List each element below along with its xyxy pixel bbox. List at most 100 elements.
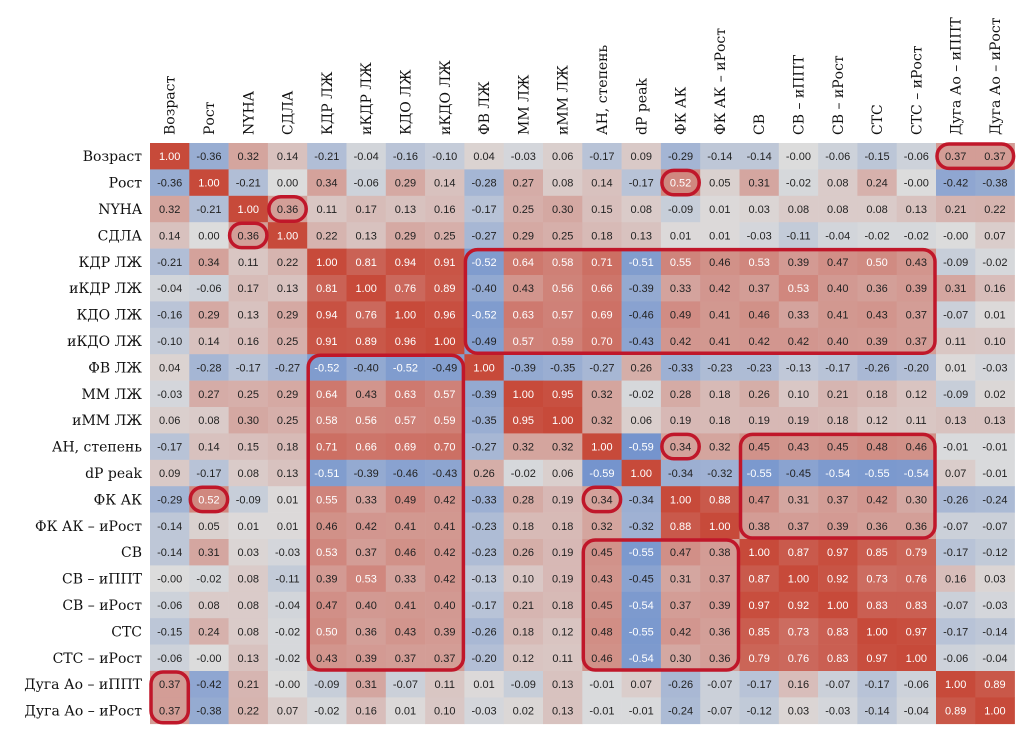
- cell-value: 0.36: [906, 521, 927, 533]
- cell-value: 0.76: [906, 574, 927, 586]
- heatmap-cell: [700, 433, 740, 461]
- cell-value: 0.33: [670, 283, 691, 295]
- heatmap-cell: [543, 539, 583, 566]
- heatmap-cell: [778, 512, 819, 540]
- cell-value: 0.37: [827, 494, 848, 506]
- heatmap-cell: [739, 459, 780, 487]
- cell-value: 0.41: [395, 600, 416, 612]
- heatmap-cell: [818, 248, 858, 276]
- cell-value: 0.02: [513, 706, 534, 718]
- heatmap-cell: [818, 433, 858, 461]
- heatmap-cell: [425, 512, 465, 540]
- heatmap-cell: [543, 512, 583, 540]
- heatmap-cell: [425, 565, 465, 593]
- cell-value: 0.37: [434, 653, 455, 665]
- heatmap-cell: [307, 143, 347, 170]
- heatmap-cell: [660, 301, 701, 329]
- cell-value: -0.00: [275, 679, 300, 691]
- heatmap-cell: [896, 618, 937, 645]
- cell-value: -0.16: [157, 310, 182, 322]
- cell-value: -0.01: [982, 442, 1007, 454]
- cell-value: -0.43: [629, 336, 654, 348]
- heatmap-cell: [503, 169, 544, 197]
- heatmap-cell: [425, 697, 465, 725]
- heatmap-cell: [582, 354, 622, 381]
- cell-value: 0.83: [827, 626, 848, 638]
- cell-value: 0.32: [591, 521, 612, 533]
- row-label: ФВ ЛЖ: [88, 360, 142, 376]
- cell-value: 0.18: [513, 521, 534, 533]
- cell-value: -0.36: [196, 151, 221, 163]
- cell-value: 0.55: [316, 494, 337, 506]
- heatmap-cell: [307, 697, 347, 725]
- heatmap-cell: [818, 565, 858, 593]
- heatmap-cell: [267, 301, 308, 329]
- cell-value: -0.10: [157, 336, 182, 348]
- heatmap-cell: [543, 407, 583, 434]
- heatmap-cell: [582, 433, 622, 461]
- heatmap-cell: [621, 539, 662, 566]
- cell-value: 0.40: [355, 600, 376, 612]
- heatmap-cell: [582, 671, 622, 698]
- heatmap-cell: [660, 222, 701, 249]
- cell-value: -0.02: [511, 468, 536, 480]
- heatmap-cell: [189, 143, 229, 170]
- cell-value: 1.00: [395, 310, 416, 322]
- cell-value: -0.03: [825, 706, 850, 718]
- heatmap-cell: [660, 539, 701, 566]
- cell-value: 0.18: [277, 442, 298, 454]
- cell-value: -0.52: [472, 310, 497, 322]
- cell-value: 0.64: [316, 389, 337, 401]
- cell-value: 0.76: [788, 653, 809, 665]
- cell-value: 0.36: [866, 283, 887, 295]
- cell-value: 0.31: [748, 178, 769, 190]
- cell-value: 1.00: [552, 415, 573, 427]
- cell-value: 0.29: [277, 389, 298, 401]
- heatmap-cell: [346, 591, 387, 619]
- cell-value: 0.01: [473, 679, 494, 691]
- heatmap-cell: [975, 644, 1015, 672]
- heatmap-cell: [936, 327, 976, 355]
- cell-value: 0.25: [552, 230, 573, 242]
- cell-value: 0.49: [670, 310, 691, 322]
- heatmap-cell: [228, 143, 269, 170]
- cell-value: 0.01: [395, 706, 416, 718]
- cell-value: 0.17: [238, 283, 259, 295]
- cell-value: 1.00: [591, 442, 612, 454]
- row-label: ФК АК: [94, 492, 143, 508]
- cell-value: 0.29: [513, 230, 534, 242]
- heatmap-cell: [857, 539, 897, 566]
- cell-value: -0.14: [747, 151, 772, 163]
- cell-value: -0.01: [943, 442, 968, 454]
- cell-value: 0.92: [827, 574, 848, 586]
- heatmap-cell: [896, 275, 937, 302]
- heatmap-cell: [228, 565, 269, 593]
- cell-value: 0.09: [159, 468, 180, 480]
- cell-value: 0.41: [827, 310, 848, 322]
- cell-value: 0.94: [316, 310, 337, 322]
- cell-value: -0.07: [393, 679, 418, 691]
- column-label: СВ – иРост: [831, 55, 847, 135]
- heatmap-cell: [857, 433, 897, 461]
- cell-value: 0.04: [159, 362, 180, 374]
- cell-value: -0.01: [629, 706, 654, 718]
- cell-value: -0.52: [314, 362, 339, 374]
- cell-value: -0.23: [747, 362, 772, 374]
- heatmap-cell: [307, 486, 347, 513]
- cell-value: 0.69: [591, 310, 612, 322]
- cell-value: 0.70: [434, 442, 455, 454]
- cell-value: -0.07: [707, 679, 732, 691]
- heatmap-cell: [464, 512, 504, 540]
- heatmap-cell: [896, 222, 937, 249]
- heatmap-cell: [582, 248, 622, 276]
- cell-value: -0.16: [393, 151, 418, 163]
- cell-value: 0.87: [748, 574, 769, 586]
- heatmap-cell: [189, 169, 229, 197]
- cell-value: 0.58: [552, 257, 573, 269]
- column-label: Дуга Ао – иРост: [988, 17, 1004, 135]
- heatmap-cell: [425, 671, 465, 698]
- cell-value: 0.85: [866, 547, 887, 559]
- cell-value: -0.03: [511, 151, 536, 163]
- heatmap-cell: [346, 433, 387, 461]
